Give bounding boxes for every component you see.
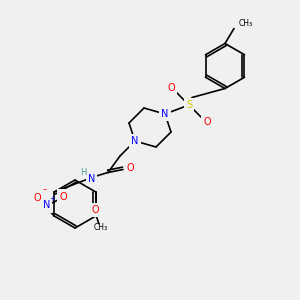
Text: N: N <box>43 200 50 211</box>
Text: CH₃: CH₃ <box>93 224 107 232</box>
Text: O: O <box>167 82 175 93</box>
Text: N: N <box>88 173 95 184</box>
Text: +: + <box>49 196 55 202</box>
Text: O: O <box>92 205 100 215</box>
Text: N: N <box>161 109 169 119</box>
Text: CH₃: CH₃ <box>238 20 253 28</box>
Text: H: H <box>80 168 87 177</box>
Text: O: O <box>34 193 41 203</box>
Text: S: S <box>186 100 192 110</box>
Text: O: O <box>127 163 134 173</box>
Text: N: N <box>131 136 139 146</box>
Text: O: O <box>59 191 67 202</box>
Text: O: O <box>203 117 211 128</box>
Text: –: – <box>43 186 47 195</box>
